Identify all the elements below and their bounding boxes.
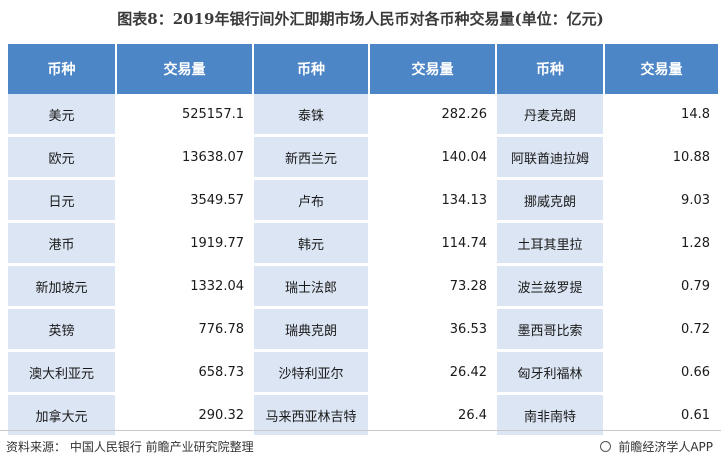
header-volume-1: 交易量	[116, 44, 254, 94]
currency-cell: 沙特利亚尔	[253, 350, 370, 395]
currency-cell: 波兰兹罗提	[496, 264, 605, 309]
volume-cell: 134.13	[369, 178, 497, 223]
brand-label: 前瞻经济学人APP	[618, 440, 713, 454]
table-header-row: 币种 交易量 币种 交易量 币种 交易量	[8, 44, 720, 94]
header-currency-2: 币种	[253, 44, 370, 94]
currency-cell: 英镑	[8, 307, 117, 352]
table-row: 港币 1919.77 韩元 114.74 土耳其里拉 1.28	[8, 221, 720, 266]
currency-cell: 美元	[8, 94, 117, 137]
currency-cell: 新西兰元	[253, 135, 370, 180]
footer: 资料来源： 中国人民银行 前瞻产业研究院整理 前瞻经济学人APP	[0, 430, 721, 466]
volume-cell: 0.79	[604, 264, 720, 309]
brand-credit: 前瞻经济学人APP	[600, 438, 713, 455]
header-volume-2: 交易量	[369, 44, 497, 94]
volume-cell: 0.72	[604, 307, 720, 352]
header-currency-3: 币种	[496, 44, 605, 94]
chart-title: 图表8：2019年银行间外汇即期市场人民币对各币种交易量(单位：亿元)	[117, 10, 604, 28]
currency-cell: 挪威克朗	[496, 178, 605, 223]
currency-cell: 丹麦克朗	[496, 94, 605, 137]
volume-cell: 1.28	[604, 221, 720, 266]
table-row: 欧元 13638.07 新西兰元 140.04 阿联酋迪拉姆 10.88	[8, 135, 720, 180]
volume-cell: 73.28	[369, 264, 497, 309]
currency-cell: 瑞士法郎	[253, 264, 370, 309]
volume-cell: 0.66	[604, 350, 720, 395]
currency-cell: 韩元	[253, 221, 370, 266]
volume-cell: 3549.57	[116, 178, 254, 223]
currency-cell: 阿联酋迪拉姆	[496, 135, 605, 180]
table-row: 英镑 776.78 瑞典克朗 36.53 墨西哥比索 0.72	[8, 307, 720, 352]
table-row: 新加坡元 1332.04 瑞士法郎 73.28 波兰兹罗提 0.79	[8, 264, 720, 309]
table-row: 日元 3549.57 卢布 134.13 挪威克朗 9.03	[8, 178, 720, 223]
volume-cell: 9.03	[604, 178, 720, 223]
header-currency-1: 币种	[8, 44, 117, 94]
currency-cell: 欧元	[8, 135, 117, 180]
currency-cell: 港币	[8, 221, 117, 266]
volume-cell: 14.8	[604, 94, 720, 137]
volume-cell: 525157.1	[116, 94, 254, 137]
volume-cell: 36.53	[369, 307, 497, 352]
currency-cell: 卢布	[253, 178, 370, 223]
currency-cell: 新加坡元	[8, 264, 117, 309]
volume-cell: 282.26	[369, 94, 497, 137]
volume-cell: 13638.07	[116, 135, 254, 180]
volume-cell: 10.88	[604, 135, 720, 180]
table-row: 美元 525157.1 泰铢 282.26 丹麦克朗 14.8	[8, 94, 720, 137]
currency-cell: 匈牙利福林	[496, 350, 605, 395]
currency-cell: 瑞典克朗	[253, 307, 370, 352]
volume-cell: 776.78	[116, 307, 254, 352]
currency-volume-table: 币种 交易量 币种 交易量 币种 交易量 美元 525157.1 泰铢 282.…	[8, 44, 720, 438]
currency-cell: 澳大利亚元	[8, 350, 117, 395]
volume-cell: 1332.04	[116, 264, 254, 309]
volume-cell: 26.42	[369, 350, 497, 395]
circle-logo-icon	[600, 441, 612, 452]
currency-cell: 墨西哥比索	[496, 307, 605, 352]
header-volume-3: 交易量	[604, 44, 720, 94]
source-note: 资料来源： 中国人民银行 前瞻产业研究院整理	[6, 440, 254, 454]
table-row: 澳大利亚元 658.73 沙特利亚尔 26.42 匈牙利福林 0.66	[8, 350, 720, 395]
volume-cell: 1919.77	[116, 221, 254, 266]
volume-cell: 114.74	[369, 221, 497, 266]
volume-cell: 140.04	[369, 135, 497, 180]
currency-cell: 日元	[8, 178, 117, 223]
currency-cell: 土耳其里拉	[496, 221, 605, 266]
volume-cell: 658.73	[116, 350, 254, 395]
currency-cell: 泰铢	[253, 94, 370, 137]
